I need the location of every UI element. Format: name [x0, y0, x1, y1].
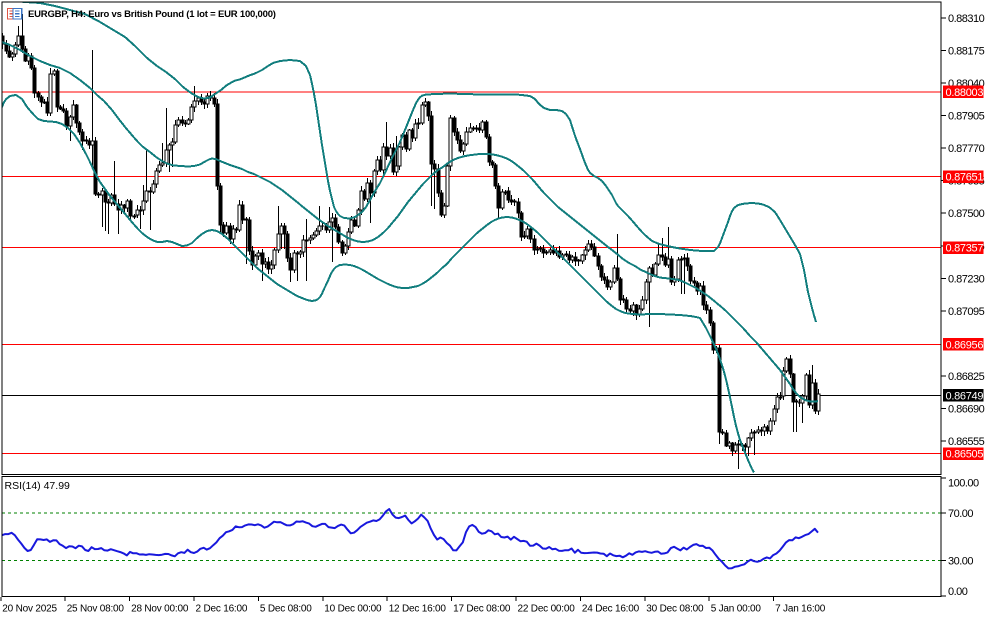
svg-text:0.88003: 0.88003 — [946, 87, 984, 99]
svg-text:0.86505: 0.86505 — [946, 449, 984, 461]
svg-text:10 Dec 00:00: 10 Dec 00:00 — [324, 604, 382, 615]
svg-text:5 Dec 08:00: 5 Dec 08:00 — [260, 604, 312, 615]
svg-text:0.88310: 0.88310 — [948, 13, 985, 25]
svg-text:EURGBP, H4: Euro vs British P: EURGBP, H4: Euro vs British Pound (1 lot… — [28, 9, 276, 20]
svg-text:RSI(14) 47.99: RSI(14) 47.99 — [5, 480, 71, 492]
svg-text:0.86555: 0.86555 — [948, 436, 985, 448]
svg-text:0.87770: 0.87770 — [948, 143, 985, 155]
svg-text:17 Dec 08:00: 17 Dec 08:00 — [453, 604, 511, 615]
svg-text:70.00: 70.00 — [948, 508, 973, 520]
svg-text:5 Jan 00:00: 5 Jan 00:00 — [711, 604, 762, 615]
svg-text:0.86825: 0.86825 — [948, 371, 985, 383]
svg-text:0.86749: 0.86749 — [946, 390, 984, 402]
svg-text:25 Nov 08:00: 25 Nov 08:00 — [67, 604, 125, 615]
svg-text:100.00: 100.00 — [948, 478, 979, 490]
svg-text:20 Nov 2025: 20 Nov 2025 — [2, 604, 57, 615]
svg-text:0.86956: 0.86956 — [946, 339, 984, 351]
svg-text:7 Jan 16:00: 7 Jan 16:00 — [775, 604, 826, 615]
svg-text:0.87357: 0.87357 — [946, 243, 984, 255]
svg-text:0.87230: 0.87230 — [948, 273, 985, 285]
svg-text:0.87095: 0.87095 — [948, 306, 985, 318]
svg-text:0.00: 0.00 — [948, 586, 968, 598]
svg-text:24 Dec 16:00: 24 Dec 16:00 — [582, 604, 640, 615]
svg-text:22 Dec 00:00: 22 Dec 00:00 — [518, 604, 576, 615]
svg-text:0.87905: 0.87905 — [948, 111, 985, 123]
svg-text:0.87500: 0.87500 — [948, 208, 985, 220]
svg-text:12 Dec 16:00: 12 Dec 16:00 — [389, 604, 447, 615]
svg-text:30 Dec 08:00: 30 Dec 08:00 — [646, 604, 704, 615]
svg-text:0.88175: 0.88175 — [948, 46, 985, 58]
svg-text:2 Dec 16:00: 2 Dec 16:00 — [196, 604, 248, 615]
svg-text:0.87651: 0.87651 — [946, 172, 984, 184]
svg-text:30.00: 30.00 — [948, 556, 973, 568]
svg-text:28 Nov 00:00: 28 Nov 00:00 — [131, 604, 189, 615]
svg-text:0.86690: 0.86690 — [948, 404, 985, 416]
